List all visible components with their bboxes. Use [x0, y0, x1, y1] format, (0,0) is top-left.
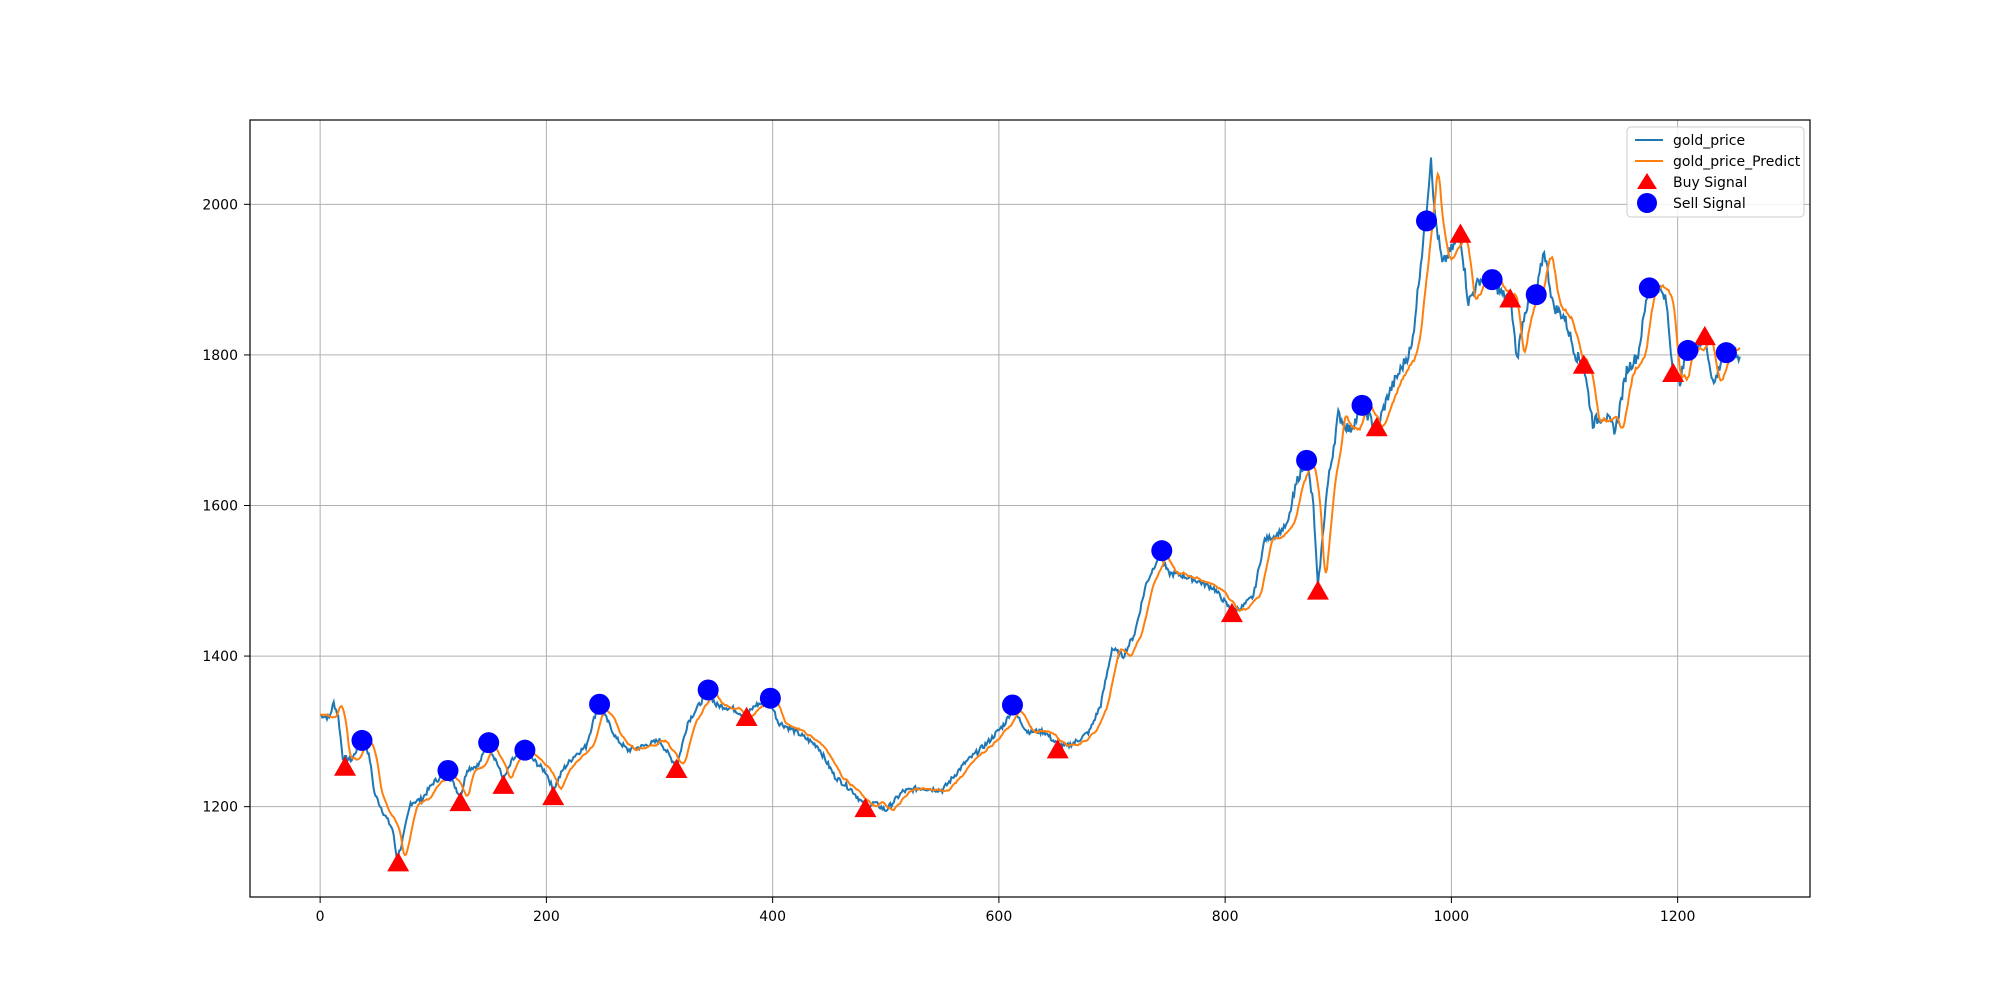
sell-signal-marker	[1296, 449, 1318, 471]
markers-layer	[334, 210, 1737, 872]
buy-signal-marker	[1046, 739, 1069, 759]
sell-signal-marker	[1638, 277, 1660, 299]
y-tick-label: 2000	[202, 197, 238, 213]
sell-signal-marker	[437, 760, 459, 782]
x-tick-label: 600	[986, 909, 1013, 925]
legend-swatch-triangle	[1637, 173, 1657, 189]
buy-signal-marker	[1572, 354, 1595, 374]
sell-signal-marker	[759, 687, 781, 709]
sell-signal-marker	[351, 729, 373, 751]
buy-signal-marker	[1220, 602, 1243, 623]
legend-label: Buy Signal	[1673, 175, 1747, 191]
series-layer	[320, 157, 1741, 861]
buy-signal-marker	[387, 852, 410, 872]
buy-signal-marker	[1693, 325, 1716, 346]
legend-label: gold_price	[1673, 133, 1745, 149]
ticks: 0 200 400 600 800 1000 1200 1200 1400 1600 1800 200…	[202, 197, 1695, 925]
sell-signal-marker	[1416, 210, 1438, 232]
sell-signal-marker	[589, 693, 611, 715]
sell-signal-marker	[1351, 394, 1373, 416]
buy-signal-marker	[449, 791, 472, 812]
sell-signal-marker	[1001, 694, 1023, 716]
sell-signal-marker	[697, 679, 719, 701]
sell-signal-marker	[1677, 339, 1699, 361]
sell-signal-marker	[1715, 342, 1737, 364]
y-tick-label: 1400	[202, 649, 238, 665]
buy-signal-marker	[1365, 416, 1388, 437]
sell-signal-marker	[514, 739, 536, 761]
buy-signal-marker	[854, 797, 877, 818]
legend-label: gold_price_Predict	[1673, 154, 1801, 170]
grid	[250, 120, 1810, 897]
y-tick-label: 1600	[202, 498, 238, 514]
buy-signal-marker	[735, 706, 758, 727]
y-tick-label: 1200	[202, 800, 238, 816]
legend-swatch-circle	[1637, 193, 1657, 213]
buy-signal-marker	[1662, 362, 1685, 382]
legend: gold_price gold_price_Predict Buy Signal Se…	[1626, 126, 1805, 218]
buy-signal-marker	[1449, 223, 1472, 243]
sell-signal-marker	[1481, 269, 1503, 291]
buy-signal-marker	[665, 758, 688, 779]
buy-signal-marker	[1499, 288, 1522, 308]
x-tick-label: 200	[533, 909, 560, 925]
y-tick-label: 1800	[202, 348, 238, 364]
x-tick-label: 400	[759, 909, 786, 925]
x-tick-label: 800	[1212, 909, 1239, 925]
x-tick-label: 1000	[1434, 909, 1470, 925]
x-tick-label: 1200	[1660, 909, 1696, 925]
buy-signal-marker	[334, 756, 357, 776]
x-tick-label: 0	[316, 909, 325, 925]
buy-signal-marker	[1306, 580, 1329, 600]
series-line-gold-price-predict	[320, 170, 1741, 857]
buy-signal-marker	[542, 785, 565, 806]
plot-frame	[249, 119, 1811, 898]
sell-signal-marker	[478, 732, 500, 754]
sell-signal-marker	[1151, 540, 1173, 562]
buy-signal-marker	[492, 774, 515, 794]
sell-signal-marker	[1525, 284, 1547, 306]
legend-box	[1626, 126, 1805, 218]
legend-label: Sell Signal	[1673, 196, 1746, 212]
